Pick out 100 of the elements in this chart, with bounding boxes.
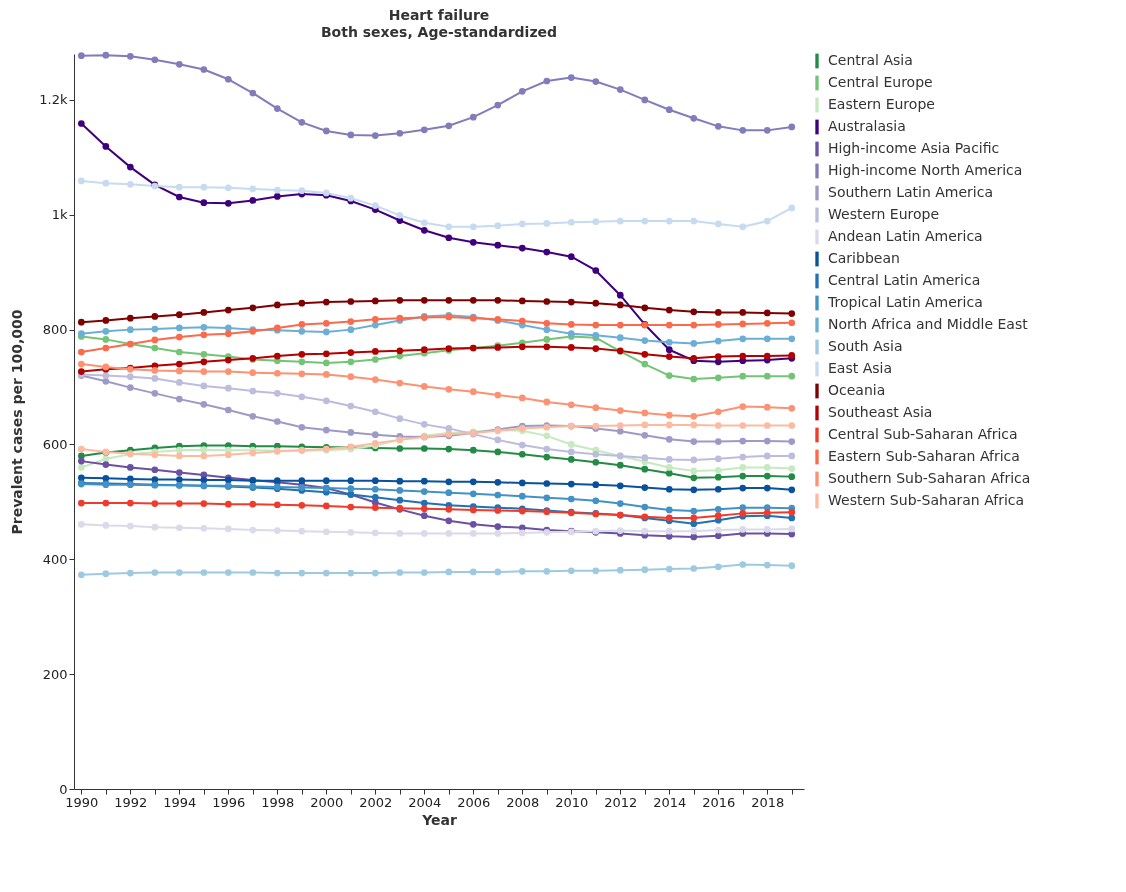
point	[151, 375, 159, 382]
point	[445, 223, 453, 231]
point	[249, 526, 257, 534]
point	[77, 457, 85, 465]
point	[102, 143, 110, 150]
point	[175, 348, 183, 356]
point	[322, 127, 330, 135]
point	[420, 296, 428, 304]
y-tick-label: 0	[59, 781, 68, 797]
point	[273, 193, 281, 200]
point	[763, 452, 771, 460]
x-tick-label: 2014	[653, 794, 687, 810]
point	[322, 528, 330, 536]
point	[616, 566, 624, 574]
point	[543, 248, 551, 256]
point	[714, 337, 722, 345]
point	[469, 388, 477, 395]
point	[788, 514, 796, 522]
point	[592, 404, 600, 412]
point	[763, 437, 771, 445]
point	[641, 304, 649, 312]
point	[175, 569, 183, 576]
point	[200, 199, 208, 207]
x-tick-label: 2004	[408, 794, 442, 810]
point	[445, 478, 453, 486]
point	[567, 441, 575, 448]
point	[714, 506, 722, 513]
point	[126, 373, 134, 381]
point	[102, 336, 110, 343]
point	[665, 533, 673, 540]
point	[616, 321, 624, 329]
x-tick-label: 2002	[359, 794, 393, 810]
point	[77, 571, 85, 579]
point	[543, 319, 551, 327]
point	[494, 448, 502, 456]
point	[739, 484, 747, 492]
point	[77, 318, 85, 326]
point	[151, 336, 159, 344]
point	[616, 500, 624, 507]
point	[273, 418, 281, 425]
point	[273, 527, 281, 534]
point	[494, 523, 502, 530]
point	[494, 391, 502, 399]
point	[714, 485, 722, 493]
point	[494, 530, 502, 537]
point	[371, 315, 379, 323]
point	[714, 563, 722, 571]
point	[665, 306, 673, 314]
point	[347, 373, 355, 381]
point	[543, 398, 551, 406]
point	[224, 500, 232, 508]
point	[714, 353, 722, 360]
point	[175, 193, 183, 201]
point	[322, 298, 330, 306]
point	[763, 464, 771, 471]
point	[714, 438, 722, 445]
point	[543, 480, 551, 487]
point	[200, 368, 208, 375]
point	[347, 477, 355, 484]
point	[494, 101, 502, 109]
point	[322, 569, 330, 577]
point	[347, 358, 355, 366]
point	[273, 301, 281, 309]
point	[518, 568, 526, 575]
point	[788, 123, 796, 131]
point	[714, 123, 722, 130]
x-tick-label: 2016	[702, 794, 736, 810]
point	[665, 421, 673, 429]
point	[126, 569, 134, 577]
point	[77, 360, 85, 368]
point	[445, 445, 453, 453]
point	[200, 350, 208, 358]
point	[665, 217, 673, 225]
point	[298, 501, 306, 509]
point	[616, 86, 624, 93]
point	[102, 179, 110, 187]
point	[77, 445, 85, 453]
point	[371, 297, 379, 305]
point	[788, 486, 796, 494]
point	[714, 512, 722, 520]
point	[151, 523, 159, 531]
point	[126, 499, 134, 507]
point	[175, 379, 183, 386]
point	[396, 212, 404, 219]
point	[126, 314, 134, 322]
point	[469, 506, 477, 514]
point	[77, 464, 85, 471]
point	[249, 369, 257, 377]
point	[249, 197, 257, 204]
point	[739, 372, 747, 380]
point	[347, 349, 355, 356]
point	[518, 529, 526, 537]
x-tick-label: 1994	[163, 794, 197, 810]
point	[347, 485, 355, 493]
point	[224, 184, 232, 192]
point	[298, 370, 306, 378]
point	[445, 489, 453, 497]
point	[445, 530, 453, 537]
legend-label: East Asia	[828, 360, 892, 376]
point	[469, 113, 477, 121]
